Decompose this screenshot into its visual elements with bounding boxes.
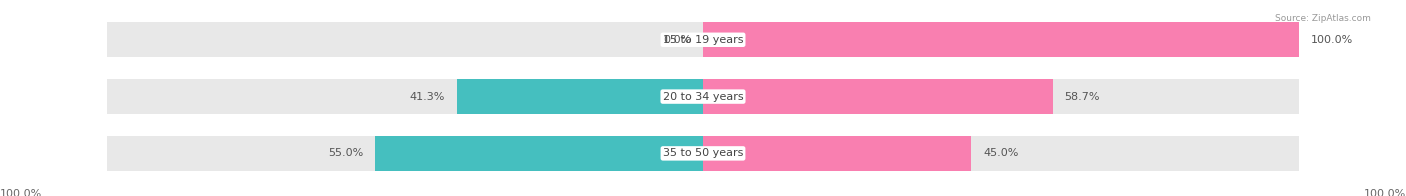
- Bar: [703, 22, 1299, 57]
- Text: 15 to 19 years: 15 to 19 years: [662, 35, 744, 45]
- Text: 100.0%: 100.0%: [1310, 35, 1353, 45]
- Text: 55.0%: 55.0%: [328, 148, 363, 158]
- Bar: [457, 79, 703, 114]
- Bar: [703, 136, 1299, 171]
- Text: 45.0%: 45.0%: [983, 148, 1018, 158]
- Text: 35 to 50 years: 35 to 50 years: [662, 148, 744, 158]
- Bar: [375, 136, 703, 171]
- Bar: [703, 79, 1299, 114]
- Bar: [107, 79, 703, 114]
- Bar: [703, 79, 1053, 114]
- Text: 100.0%: 100.0%: [0, 189, 42, 196]
- Text: 58.7%: 58.7%: [1064, 92, 1099, 102]
- Bar: [107, 22, 703, 57]
- Bar: [703, 22, 1299, 57]
- Bar: [107, 136, 703, 171]
- Text: Source: ZipAtlas.com: Source: ZipAtlas.com: [1275, 14, 1371, 23]
- Text: 0.0%: 0.0%: [662, 35, 692, 45]
- Text: 100.0%: 100.0%: [1364, 189, 1406, 196]
- Text: 41.3%: 41.3%: [409, 92, 446, 102]
- Text: 20 to 34 years: 20 to 34 years: [662, 92, 744, 102]
- Bar: [703, 136, 972, 171]
